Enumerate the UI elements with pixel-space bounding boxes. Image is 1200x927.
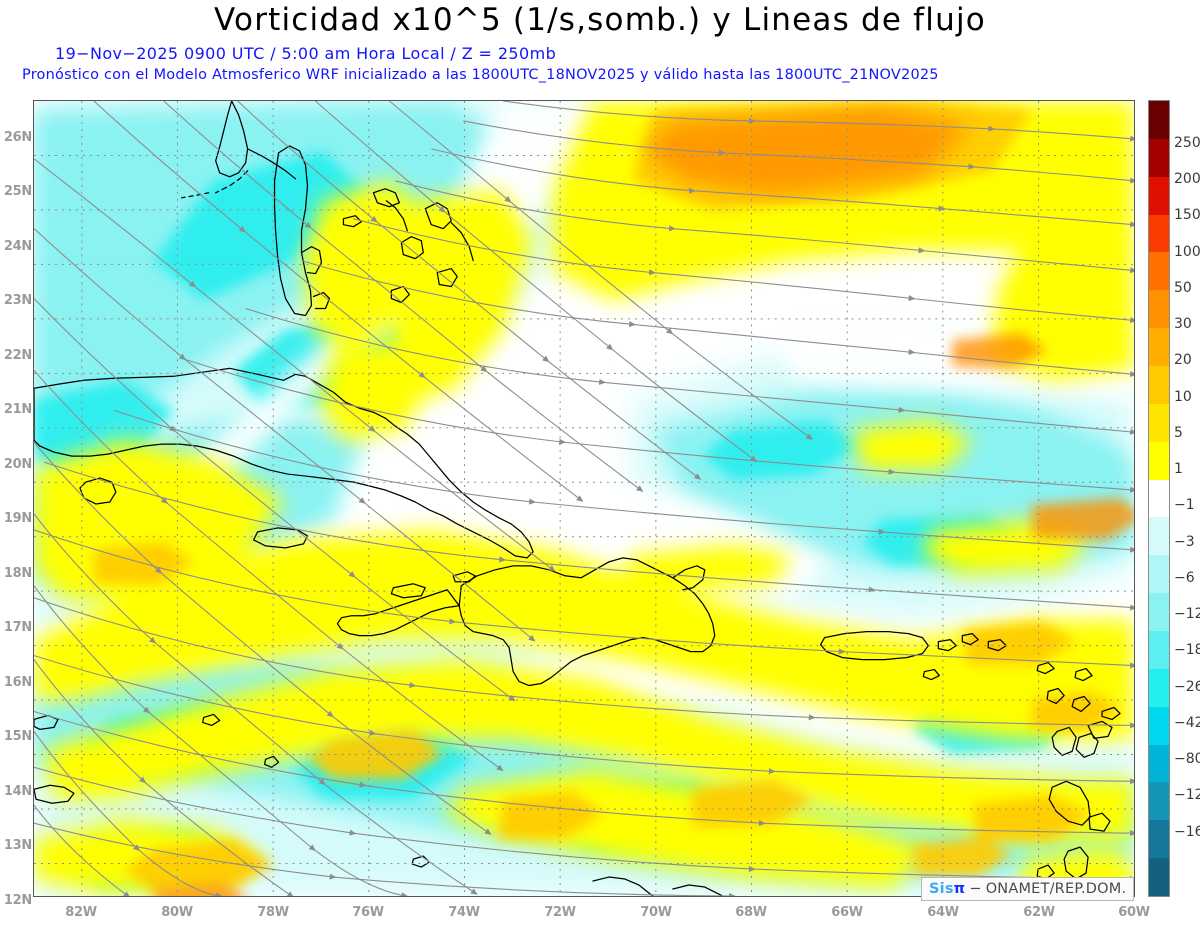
y-tick-15N: 15N	[3, 729, 32, 744]
y-tick-22N: 22N	[3, 348, 32, 363]
colorbar-band-m120-m160	[1149, 820, 1169, 859]
y-tick-26N: 26N	[3, 130, 32, 145]
colorbar-band-1-5	[1149, 441, 1169, 480]
colorbar-tick-20: 20	[1174, 352, 1192, 368]
y-tick-14N: 14N	[3, 784, 32, 799]
colorbar-band-neutral	[1149, 479, 1169, 518]
colorbar-band-m80-m120	[1149, 782, 1169, 821]
colorbar-tick-200: 200	[1174, 171, 1200, 187]
colorbar-band-m42-m80	[1149, 744, 1169, 783]
y-tick-23N: 23N	[3, 293, 32, 308]
colorbar-tick-m160: −160	[1174, 824, 1200, 840]
colorbar-tick-m1: −1	[1174, 497, 1195, 513]
y-tick-16N: 16N	[3, 675, 32, 690]
colorbar-band-m12-m18	[1149, 631, 1169, 669]
colorbar-tick-m80: −80	[1174, 751, 1200, 767]
colorbar-tick-m18: −18	[1174, 642, 1200, 658]
colorbar-tick-150: 150	[1174, 207, 1200, 223]
colorbar-band-5-10	[1149, 403, 1169, 442]
x-tick-66W: 66W	[831, 905, 863, 920]
y-tick-25N: 25N	[3, 184, 32, 199]
colorbar-tick-m3: −3	[1174, 534, 1195, 550]
x-tick-72W: 72W	[544, 905, 576, 920]
colorbar-tick-30: 30	[1174, 316, 1192, 332]
x-tick-74W: 74W	[448, 905, 480, 920]
colorbar-band-250plus	[1149, 101, 1169, 139]
colorbar-tick-m26: −26	[1174, 679, 1200, 695]
colorbar-band-m1-m3	[1149, 517, 1169, 556]
colorbar-band-10-20	[1149, 366, 1169, 404]
colorbar-band-m26-m42	[1149, 706, 1169, 745]
colorbar-band-20-30	[1149, 328, 1169, 367]
colorbar-tick-m42: −42	[1174, 715, 1200, 731]
subtitle-valid-time: 19−Nov−2025 0900 UTC / 5:00 am Hora Loca…	[55, 44, 557, 63]
x-tick-64W: 64W	[927, 905, 959, 920]
colorbar-band-below-m160	[1149, 858, 1169, 897]
colorbar-band-m3-m6	[1149, 555, 1169, 594]
colorbar-tick-m120: −120	[1174, 787, 1200, 803]
y-tick-24N: 24N	[3, 239, 32, 254]
y-tick-18N: 18N	[3, 566, 32, 581]
colorbar-band-m6-m12	[1149, 593, 1169, 632]
x-tick-70W: 70W	[640, 905, 672, 920]
colorbar-band-30-50	[1149, 290, 1169, 329]
colorbar-band-50-100	[1149, 252, 1169, 291]
colorbar-band-100-150	[1149, 214, 1169, 253]
y-tick-13N: 13N	[3, 838, 32, 853]
watermark-org-text: ONAMET/REP.DOM.	[985, 881, 1127, 897]
x-tick-80W: 80W	[161, 905, 193, 920]
chart-header: Vorticidad x10^5 (1/s,somb.) y Lineas de…	[0, 0, 1200, 96]
watermark-pi-symbol: π	[953, 881, 966, 897]
page-title: Vorticidad x10^5 (1/s,somb.) y Lineas de…	[214, 2, 986, 38]
colorbar-tick-100: 100	[1174, 244, 1200, 260]
colorbar-band-m18-m26	[1149, 668, 1169, 707]
watermark-sis-text: Sis	[929, 881, 954, 897]
y-tick-21N: 21N	[3, 402, 32, 417]
colorbar	[1148, 100, 1170, 897]
x-tick-78W: 78W	[257, 905, 289, 920]
colorbar-tick-10: 10	[1174, 389, 1192, 405]
y-tick-17N: 17N	[3, 620, 32, 635]
colorbar-tick-5: 5	[1174, 425, 1183, 441]
colorbar-tick-1: 1	[1174, 461, 1183, 477]
x-tick-68W: 68W	[735, 905, 767, 920]
source-watermark: Sis π − ONAMET/REP.DOM.	[921, 877, 1135, 901]
colorbar-band-150-200	[1149, 176, 1169, 215]
x-tick-82W: 82W	[65, 905, 97, 920]
colorbar-tick-50: 50	[1174, 280, 1192, 296]
x-tick-62W: 62W	[1023, 905, 1055, 920]
map-plot-area	[33, 100, 1135, 897]
y-tick-19N: 19N	[3, 511, 32, 526]
subtitle-model-info: Pronóstico con el Modelo Atmosferico WRF…	[22, 67, 939, 83]
x-tick-60W: 60W	[1118, 905, 1150, 920]
streamline-layer	[34, 101, 1134, 896]
y-tick-20N: 20N	[3, 457, 32, 472]
x-tick-76W: 76W	[352, 905, 384, 920]
watermark-separator: −	[969, 881, 982, 897]
y-tick-12N: 12N	[3, 893, 32, 908]
colorbar-tick-m12: −12	[1174, 606, 1200, 622]
colorbar-tick-250: 250	[1174, 135, 1200, 151]
colorbar-tick-m6: −6	[1174, 570, 1195, 586]
colorbar-band-200-250	[1149, 138, 1169, 177]
